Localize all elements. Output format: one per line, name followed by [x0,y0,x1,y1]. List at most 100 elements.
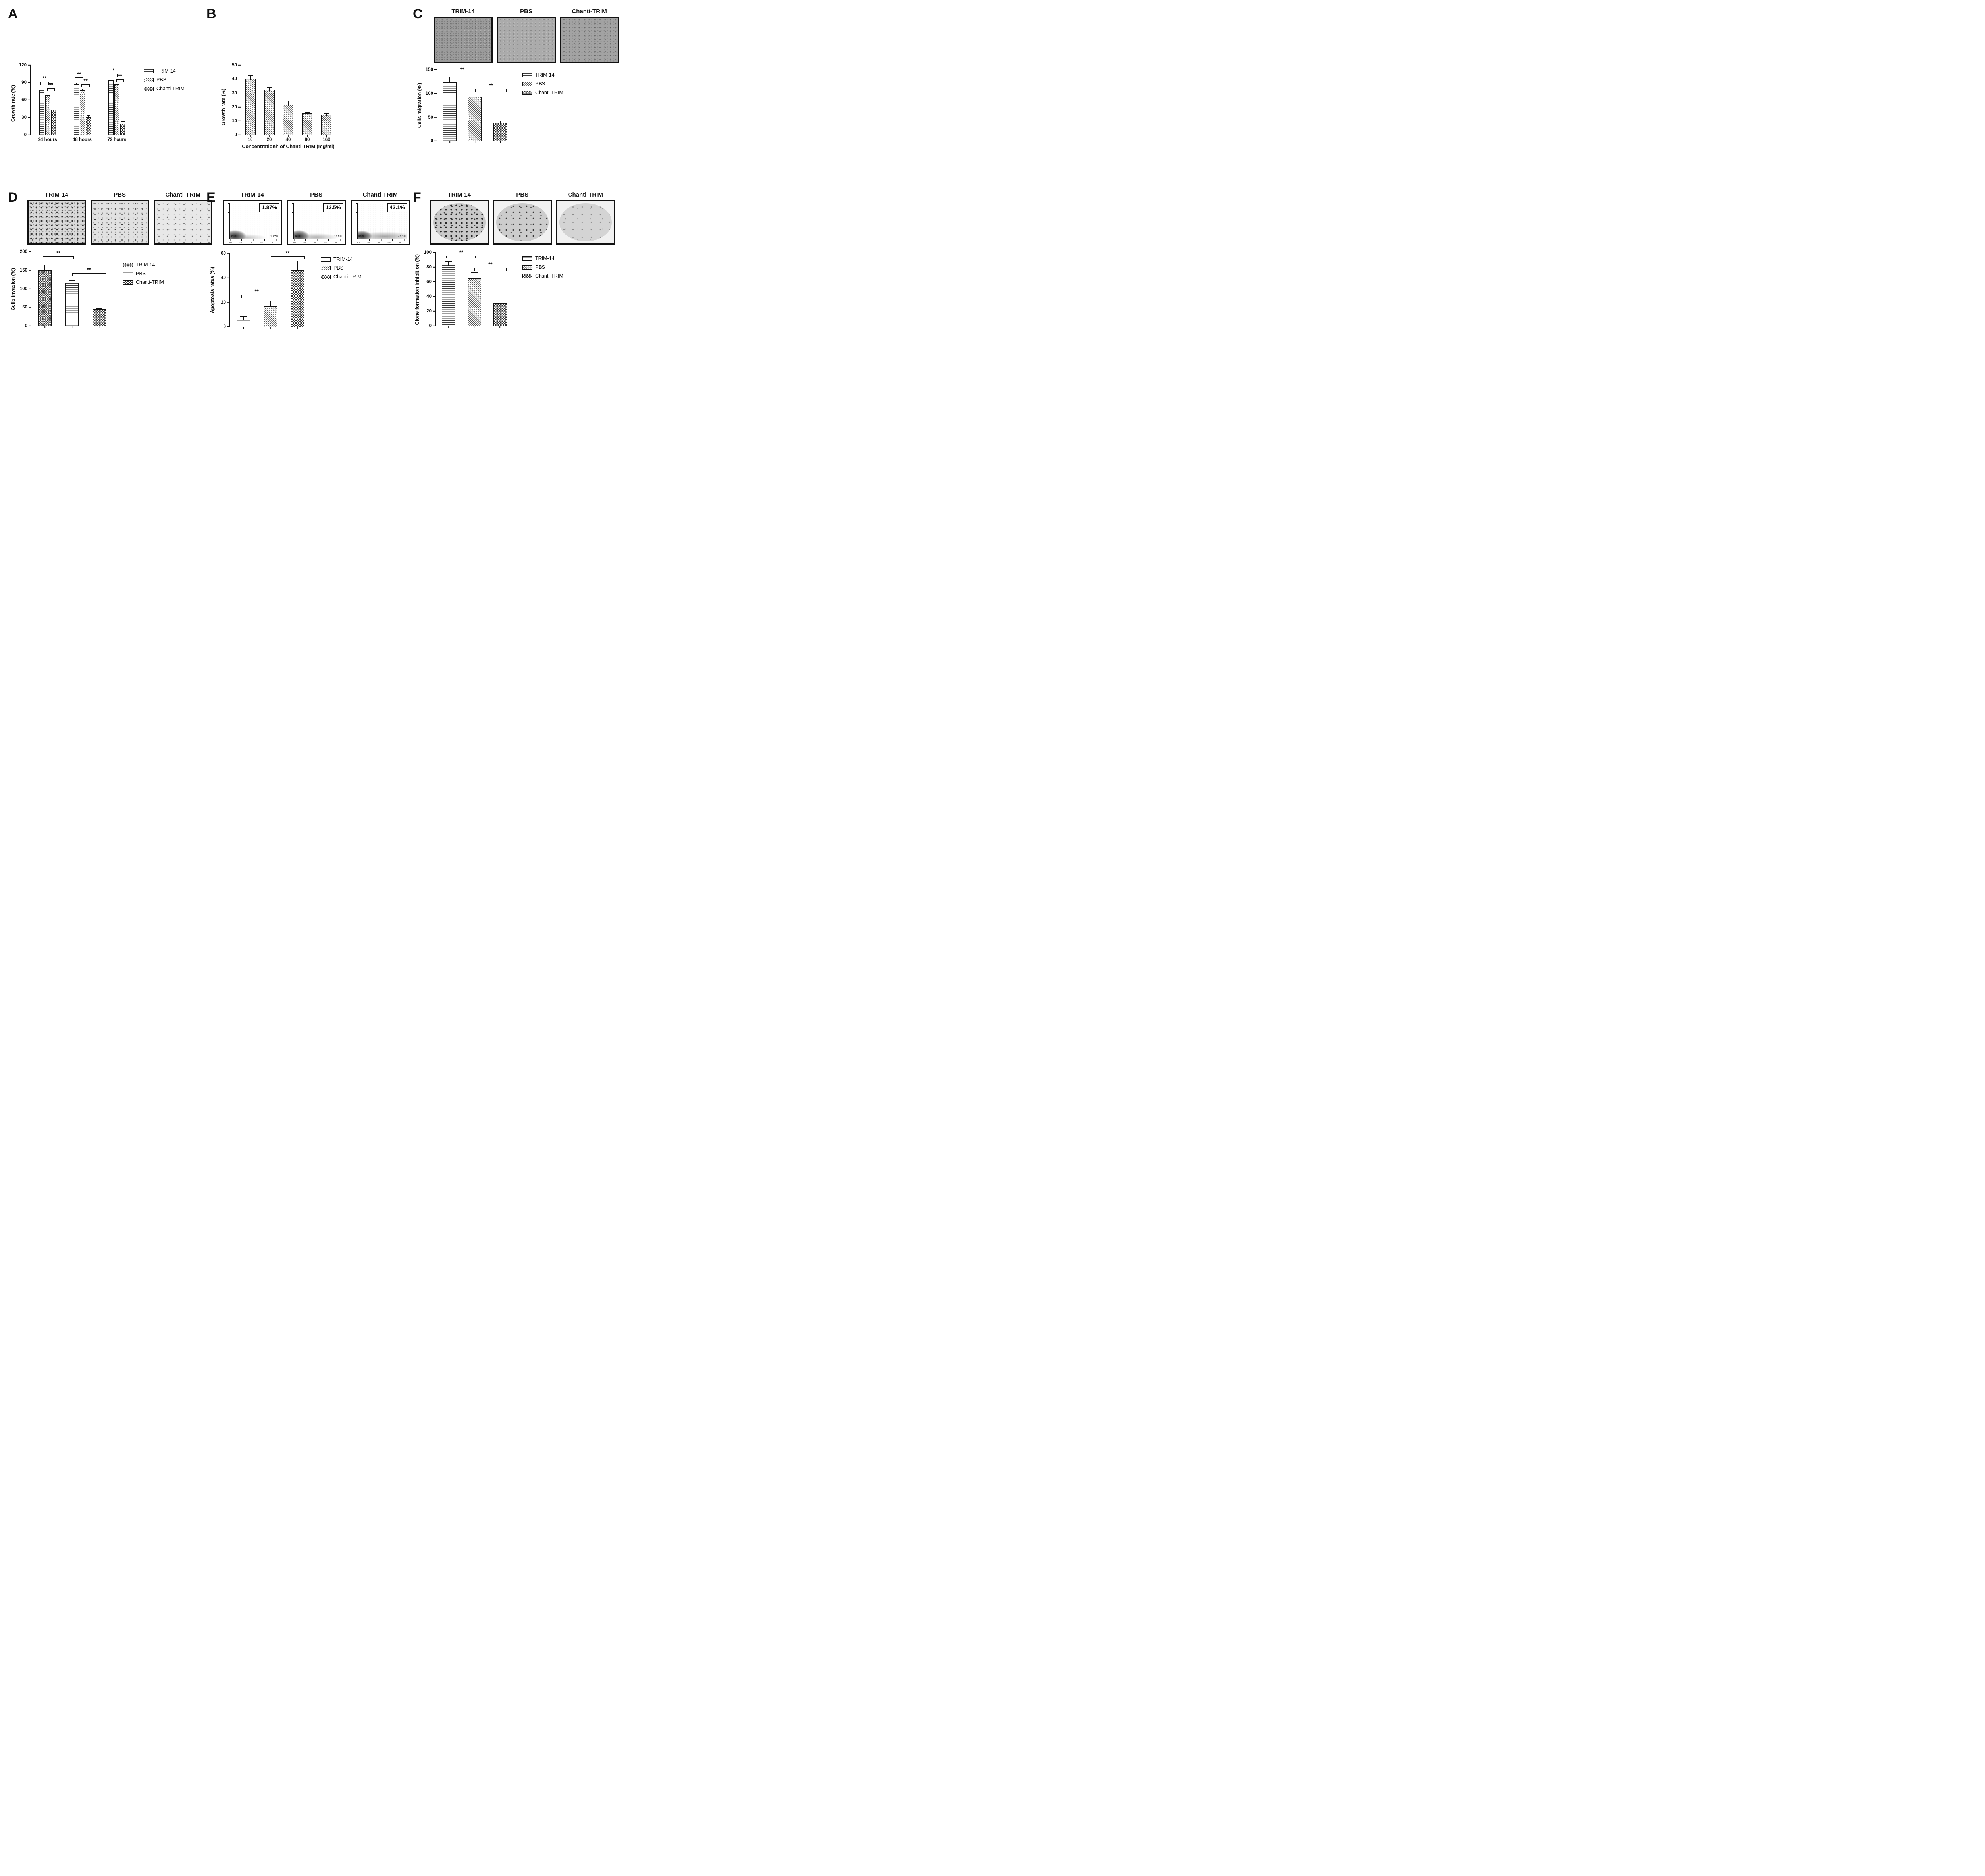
legend-label: PBS [156,77,167,83]
apoptosis-percent-inset: 12.5% [323,203,343,212]
b-y-axis-label: Growth rate (%) [221,89,226,126]
bar-cell [264,253,278,327]
y-tick-label: 150 [425,67,433,72]
y-tick-label: 40 [232,77,237,82]
y-tick: 200 [20,249,31,254]
b-x-categories: 10 20 40 80 160 [241,137,336,142]
legend-item: PBS [321,265,362,271]
quadrant-value: 92.3 [358,235,364,238]
legend-label: PBS [535,81,545,87]
y-tick: 20 [232,105,241,110]
bar [291,270,304,327]
a-y-axis-label: Growth rate (%) [10,85,16,122]
bar [45,95,50,135]
legend-swatch [144,86,154,91]
invasion-micrograph [27,200,86,245]
invasion-micrograph [153,200,212,245]
x-tick [270,327,271,329]
panel-a-letter: A [8,6,18,21]
bar-cell [80,65,85,135]
significance-label: ** [489,82,493,89]
d-legend: TRIM-14 PBS Chanti-TRIM [123,262,164,285]
y-tick: 60 [426,280,436,284]
f-dishes: TRIM-14 PBS Chanti-TRIM [430,191,615,245]
flow-cytometry-plot: 1.87% 97.2 1.87% 10⁰ 10¹ 10² 10³ 10⁴ [222,200,282,245]
d-bars [31,252,113,326]
micrograph-figure: TRIM-14 [434,8,493,63]
y-tick-label: 0 [24,133,27,137]
bar-cell [38,252,52,326]
y-tick-label: 100 [424,250,432,255]
bar-cell [65,252,79,326]
x-tick [250,135,251,137]
y-tick: 50 [428,115,437,120]
x-tick [326,135,327,137]
bar-cell [468,70,482,141]
panel-f-letter: F [413,190,421,205]
significance-bracket: ** [47,81,56,91]
x-tick [44,326,46,328]
x-tick [499,326,501,328]
e-bars [230,253,311,327]
y-tick-label: 100 [425,91,433,96]
micrograph-figure: Chanti-TRIM [560,8,619,63]
error-bar [304,112,310,114]
x-category-label: 10 [247,137,253,142]
legend-swatch [522,274,532,278]
legend-item: TRIM-14 [123,262,164,268]
bar-cell [443,70,457,141]
micrograph-title: Chanti-TRIM [572,8,607,15]
colony-dish [559,203,612,241]
f-legend: TRIM-14 PBS Chanti-TRIM [522,256,563,279]
f-y-axis-label: Clone formation inhibition (%) [414,254,420,325]
bar-group-72h [108,65,125,135]
flow-figure: TRIM-14 1.87% 97.2 1.87% 10⁰ 10¹ 10² 10³… [222,191,282,245]
error-bar [69,280,75,285]
flow-cytometry-plot: 42.1% 92.3 42.1% 10⁰ 10¹ 10² 10³ 10⁴ [350,200,410,245]
d-images: TRIM-14 PBS Chanti-TRIM [27,191,212,245]
legend-item: TRIM-14 [522,72,563,78]
error-bar [446,76,453,83]
bar [80,90,85,135]
x-tick [98,326,100,328]
panel-d: D TRIM-14 PBS Chanti-TRIM Cells invasion… [3,186,212,375]
legend-item: Chanti-TRIM [522,273,563,279]
panel-d-letter: D [8,190,18,205]
legend-item: PBS [144,77,185,83]
y-tick: 100 [426,91,437,96]
error-bar [46,93,50,96]
significance-bracket: ** [81,77,90,87]
significance-label: ** [56,250,60,256]
y-tick: 20 [426,309,436,314]
y-tick-label: 60 [21,98,27,102]
bar-cell [283,65,294,135]
micrograph-title: TRIM-14 [451,8,475,15]
x-tick [288,135,289,137]
micrograph-title: PBS [114,191,126,198]
significance-label: ** [118,73,122,79]
y-tick: 0 [224,324,230,329]
micrograph-title: PBS [520,8,532,15]
f-plot: 0 20 40 60 80 100 ** ** [424,249,513,328]
significance-label: ** [83,77,88,83]
error-bar [75,83,78,85]
legend-item: PBS [522,81,563,87]
bar-cell [74,65,79,135]
bar-cell [441,253,455,326]
legend-swatch [321,257,331,262]
legend-swatch [123,280,133,285]
error-bar [294,260,301,271]
error-bar [267,301,274,307]
x-tick [243,327,244,329]
c-legend: TRIM-14 PBS Chanti-TRIM [522,72,563,95]
b-bars [241,65,336,135]
y-tick-label: 40 [221,275,226,280]
error-bar [40,88,44,91]
panel-e: E TRIM-14 1.87% 97.2 1.87% 10⁰ 10¹ 10² 1… [202,186,410,375]
legend-label: TRIM-14 [156,68,176,74]
micrograph-figure: PBS [497,8,556,63]
error-bar [115,83,119,86]
flow-title: Chanti-TRIM [362,191,398,198]
error-bar [87,115,90,118]
migration-micrograph [497,17,556,63]
